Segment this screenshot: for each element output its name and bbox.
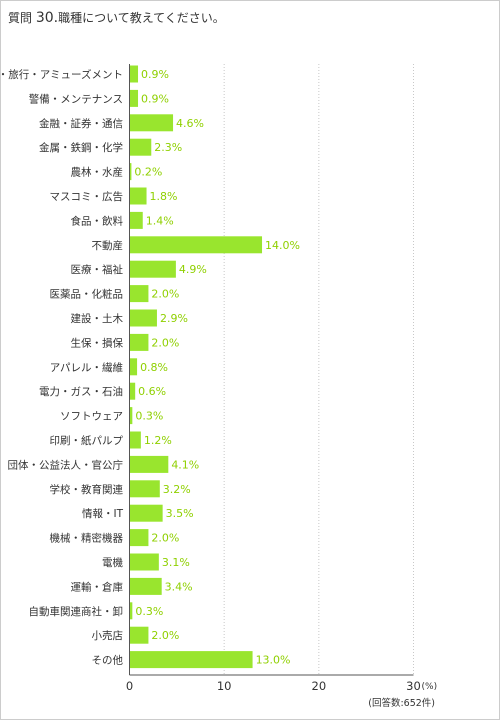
value-label: 4.9% [179,263,207,276]
bar [129,89,139,107]
value-label: 3.4% [165,580,193,593]
bar [129,651,253,669]
value-label: 0.2% [134,166,162,179]
category-label: 自動車関連商社・卸 [29,605,124,618]
category-label: マスコミ・広告 [50,190,124,203]
category-label: 情報・IT [82,507,124,520]
category-label: 金融・証券・通信 [39,117,123,130]
x-axis-unit: (%) [422,682,438,692]
bar [129,407,133,425]
title-prefix: 質問 [8,11,33,25]
value-label: 4.1% [171,458,199,471]
value-labels: 0.9%0.9%4.6%2.3%0.2%1.8%1.4%14.0%4.9%2.0… [134,68,300,667]
category-label: 警備・メンテナンス [29,92,123,105]
bar [129,211,143,229]
x-tick-label: 30 [406,679,421,693]
category-label: 農林・水産 [71,166,124,179]
category-label: 運輸・倉庫 [71,580,124,593]
value-label: 2.3% [154,141,182,154]
bar [129,431,141,449]
value-label: 0.8% [140,361,168,374]
chart-bars [129,65,263,669]
value-label: 1.8% [150,190,178,203]
bar [129,529,149,547]
bar [129,455,169,473]
value-label: 13.0% [256,654,291,667]
bar [129,260,176,278]
bar [129,114,174,132]
value-label: 2.0% [151,532,179,545]
title-number: 30. [35,10,59,26]
category-label: 医薬品・化粧品 [50,288,124,301]
category-label: 印刷・紙パルプ [50,434,124,447]
value-label: 2.0% [151,629,179,642]
bar [129,138,152,156]
x-tick-label: 20 [312,679,327,693]
value-label: 3.5% [166,507,194,520]
category-label: アパレル・繊維 [50,361,123,374]
bar [129,480,160,498]
value-label: 0.9% [141,68,169,81]
category-label: 生保・損保 [71,336,124,349]
value-label: 4.6% [176,117,204,130]
bar [129,504,163,522]
category-label: 機械・精密機器 [50,532,124,545]
value-label: 1.4% [146,214,174,227]
value-label: 0.3% [135,605,163,618]
bar [129,285,149,303]
value-label: 2.0% [151,336,179,349]
bar [129,236,263,254]
category-label: 不動産 [92,239,124,252]
bar [129,358,138,376]
category-label: 医療・福祉 [71,263,124,276]
x-tick-label: 0 [126,679,133,693]
category-label: 食品・飲料 [71,214,124,227]
bar [129,553,159,571]
category-label: ホテル・旅行・アミューズメント [0,68,123,81]
bar [129,309,157,327]
bar [129,333,149,351]
bar [129,577,162,595]
chart-grid [223,64,414,675]
category-label: 学校・教育関連 [50,483,124,496]
category-label: 小売店 [92,629,124,642]
bar [129,65,139,83]
response-count-note: (回答数:652件) [368,697,435,709]
category-label: 電機 [102,556,123,569]
x-tick-labels: 0 10 20 30 [126,679,421,693]
bar [129,187,147,205]
value-label: 14.0% [265,239,300,252]
title-question: 職種について教えてください。 [58,11,225,25]
category-labels: ホテル・旅行・アミューズメント警備・メンテナンス金融・証券・通信金属・鉄鋼・化学… [0,68,124,667]
value-label: 0.9% [141,92,169,105]
x-tick-label: 10 [217,679,232,693]
value-label: 2.9% [160,312,188,325]
value-label: 0.3% [135,410,163,423]
page-title: 質問 30.職種について教えてください。 [8,9,225,26]
bar [129,382,136,400]
bar [129,626,149,644]
value-label: 2.0% [151,288,179,301]
category-label: 建設・土木 [71,312,124,325]
value-label: 1.2% [144,434,172,447]
bar [129,163,132,181]
bar [129,602,133,620]
category-label: 金属・鉄鋼・化学 [39,141,123,154]
category-label: その他 [92,654,124,667]
value-label: 0.6% [138,385,166,398]
category-label: ソフトウェア [60,411,123,423]
category-label: 電力・ガス・石油 [39,385,123,398]
category-label: 団体・公益法人・官公庁 [8,458,124,471]
value-label: 3.2% [163,483,191,496]
value-label: 3.1% [162,556,190,569]
